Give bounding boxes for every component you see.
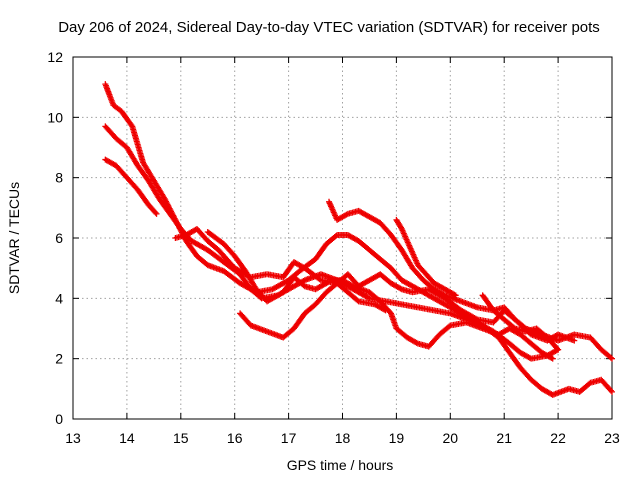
series-track-8 — [393, 216, 459, 299]
x-tick-label: 23 — [604, 430, 620, 446]
x-tick-label: 22 — [550, 430, 566, 446]
grid-lines — [73, 57, 612, 419]
data-point — [327, 277, 334, 284]
y-tick-label: 12 — [47, 49, 63, 65]
data-point — [555, 346, 562, 353]
x-tick-label: 21 — [496, 430, 512, 446]
data-point — [451, 291, 458, 298]
data-point — [472, 315, 479, 322]
data-point — [607, 354, 614, 361]
data-point — [381, 306, 388, 313]
data-marks — [102, 81, 615, 398]
data-point — [382, 307, 389, 314]
y-tick-label: 2 — [55, 351, 63, 367]
x-tick-label: 17 — [281, 430, 297, 446]
data-point — [348, 282, 355, 289]
series-track-9 — [479, 292, 562, 353]
series-track-3 — [102, 156, 160, 217]
series-track-6 — [237, 280, 389, 341]
y-tick-label: 0 — [55, 411, 63, 427]
data-point — [609, 388, 615, 395]
y-tick-label: 4 — [55, 290, 63, 306]
x-tick-label: 20 — [443, 430, 459, 446]
x-tick-label: 18 — [335, 430, 351, 446]
data-point — [332, 232, 339, 239]
series-track-4 — [172, 225, 578, 344]
data-point — [554, 345, 561, 352]
data-point — [153, 210, 160, 217]
x-tick-label: 14 — [119, 430, 135, 446]
y-tick-label: 8 — [55, 170, 63, 186]
y-tick-label: 10 — [47, 109, 63, 125]
y-axis-label: SDTVAR / TECUs — [6, 182, 22, 294]
data-point — [609, 355, 615, 362]
data-point — [607, 387, 614, 394]
data-point — [413, 339, 420, 346]
y-tick-label: 6 — [55, 230, 63, 246]
x-tick-label: 13 — [65, 430, 81, 446]
axis-ticks: 13 14 15 16 17 18 19 20 21 22 23 0 2 4 6 8 10 12 — [47, 49, 620, 446]
data-point — [446, 323, 453, 330]
data-point — [452, 292, 459, 299]
data-point — [440, 291, 447, 298]
x-tick-label: 15 — [173, 430, 189, 446]
data-point — [128, 122, 135, 129]
data-point — [549, 355, 556, 362]
data-point — [316, 276, 323, 283]
x-tick-label: 19 — [389, 430, 405, 446]
chart-title: Day 206 of 2024, Sidereal Day-to-day VTE… — [58, 19, 600, 36]
data-point — [397, 285, 404, 292]
x-axis-label: GPS time / hours — [287, 457, 394, 473]
data-point — [548, 354, 555, 361]
data-point — [343, 211, 350, 218]
x-tick-label: 16 — [227, 430, 243, 446]
data-point — [354, 297, 361, 304]
data-point — [152, 209, 159, 216]
data-point — [571, 337, 578, 344]
data-point — [365, 294, 372, 301]
